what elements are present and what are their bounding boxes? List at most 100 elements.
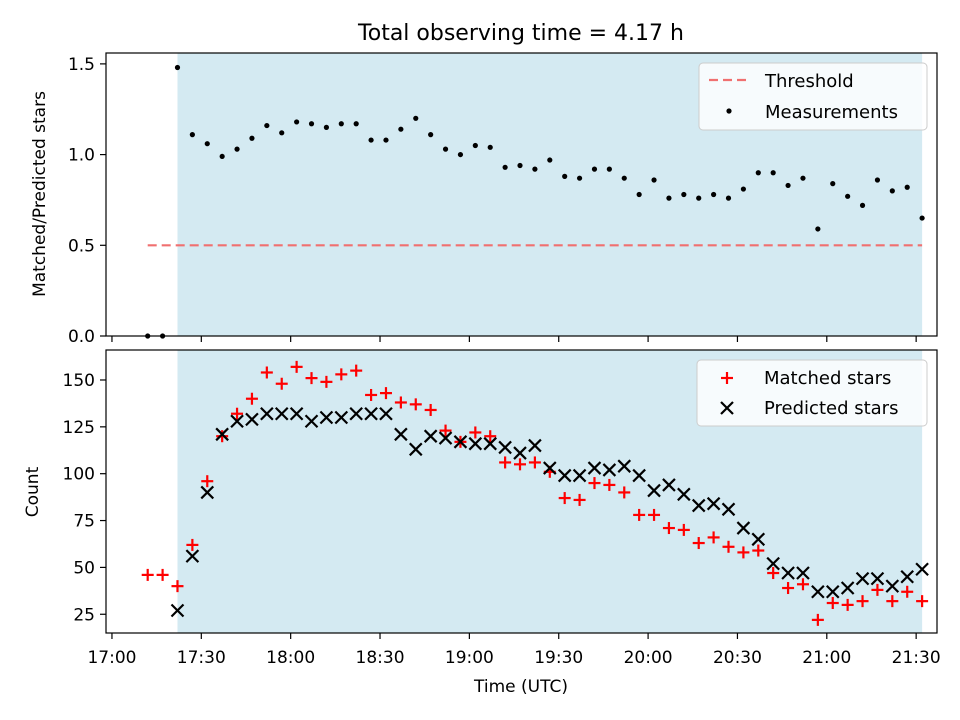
matched-stars-point	[707, 531, 720, 544]
bottom-axis-ticks: 25 50 75 100 125 150 17:00 17:30 18:00 18:30 19:00…	[63, 371, 941, 668]
measurement-point	[830, 181, 836, 187]
predicted-stars-point	[170, 603, 185, 618]
predicted-stars-point	[602, 463, 617, 477]
matched-stars-point	[171, 580, 184, 593]
measurement-point	[487, 144, 493, 150]
matched-stars-point	[588, 477, 601, 490]
top-panel: 0.0 0.5 1.0 1.5 Matched/Predicted stars Thr…	[30, 52, 938, 347]
legend-measurements-label: Measurements	[765, 102, 898, 123]
matched-stars-point	[752, 544, 765, 557]
predicted-stars-point	[855, 571, 870, 586]
predicted-stars-point	[289, 406, 304, 421]
measurement-point	[323, 124, 330, 130]
bottom-y-tick-label: 125	[63, 418, 95, 438]
predicted-stars-point	[245, 412, 259, 427]
measurement-point	[264, 122, 270, 129]
x-tick-label: 18:00	[266, 648, 315, 668]
predicted-stars-point	[870, 571, 885, 586]
top-y-tick-label: 0.5	[68, 236, 95, 256]
matched-stars-point	[365, 388, 378, 401]
matched-stars-point	[528, 456, 541, 469]
predicted-stars-point	[751, 532, 766, 547]
measurement-point	[845, 193, 851, 199]
predicted-stars-point	[379, 406, 393, 421]
measurement-point	[279, 130, 285, 136]
x-tick-label: 17:00	[87, 648, 136, 668]
measurement-point	[383, 137, 389, 143]
matched-stars-point	[231, 407, 244, 420]
matched-stars-point	[811, 613, 824, 626]
predicted-stars-point	[900, 569, 914, 584]
predicted-stars-point	[691, 498, 706, 513]
predicted-stars-point	[498, 440, 512, 455]
matched-stars-point	[320, 375, 333, 388]
measurement-point	[413, 115, 419, 121]
legend-matched-label: Matched stars	[764, 368, 891, 389]
predicted-stars-point	[349, 406, 363, 421]
bottom-y-tick-label: 75	[73, 512, 95, 532]
predicted-stars-point	[215, 427, 229, 442]
measurement-point	[815, 226, 821, 232]
predicted-stars-point	[915, 562, 929, 577]
matched-stars-point	[841, 598, 854, 611]
matched-stars-point	[260, 366, 273, 379]
top-frame	[105, 52, 938, 337]
top-y-tick-label: 1.0	[68, 146, 95, 166]
measurement-point	[398, 126, 404, 132]
measurement-point	[770, 170, 776, 176]
measurement-point	[308, 121, 315, 127]
predicted-stars-point	[796, 566, 810, 580]
matched-stars-point	[305, 372, 318, 385]
predicted-stars-point	[528, 438, 542, 453]
bottom-legend-box	[696, 359, 928, 427]
matched-stars-point	[379, 387, 392, 400]
measurement-point	[562, 173, 568, 179]
matched-stars-point	[603, 478, 616, 491]
matched-stars-point	[141, 568, 154, 581]
measurement-point	[800, 175, 806, 181]
measurement-point	[428, 132, 434, 138]
bottom-legend: Matched stars Predicted stars	[696, 359, 928, 427]
measurement-point	[174, 64, 181, 71]
top-y-axis-label: Matched/Predicted stars	[30, 91, 50, 297]
top-y-tick-label: 0.0	[68, 327, 95, 347]
matched-stars-point	[782, 582, 795, 595]
measurement-point	[919, 215, 925, 221]
matched-stars-point	[350, 364, 363, 377]
predicted-stars-point	[364, 406, 378, 421]
matched-stars-point	[722, 540, 735, 553]
measurement-point	[249, 135, 255, 141]
measurement-point	[442, 146, 449, 152]
matched-stars-point	[469, 426, 482, 439]
predicted-stars-point	[840, 581, 855, 595]
matched-stars-point	[156, 568, 169, 581]
predicted-stars-point	[543, 461, 557, 475]
predicted-stars-point	[736, 521, 751, 535]
measurement-point	[651, 177, 657, 183]
predicted-stars-point	[617, 459, 632, 473]
predicted-stars-point	[334, 410, 349, 425]
matched-stars-point	[648, 508, 661, 521]
matched-stars-point	[335, 368, 348, 381]
bottom-y-tick-label: 25	[73, 605, 95, 625]
matched-stars-point	[424, 403, 437, 416]
measurement-point	[189, 132, 195, 138]
measurement-point	[621, 175, 627, 181]
x-tick-label: 19:30	[534, 648, 583, 668]
x-tick-label: 21:00	[802, 648, 851, 668]
predicted-stars-point	[274, 406, 289, 421]
matched-stars-point	[767, 567, 780, 580]
measurement-point	[591, 166, 598, 172]
measurement-point	[666, 195, 672, 201]
top-legend: Threshold Measurements	[698, 62, 928, 131]
measurement-point	[859, 202, 866, 208]
predicted-stars-point	[587, 461, 602, 475]
measurement-point	[219, 153, 225, 160]
predicted-stars-point	[408, 442, 423, 457]
x-tick-label: 18:30	[356, 648, 405, 668]
matched-stars-point	[901, 585, 914, 598]
measurement-point	[204, 141, 210, 147]
predicted-stars-point	[513, 446, 527, 460]
measurement-point	[368, 137, 374, 143]
predicted-stars-point	[200, 485, 215, 500]
